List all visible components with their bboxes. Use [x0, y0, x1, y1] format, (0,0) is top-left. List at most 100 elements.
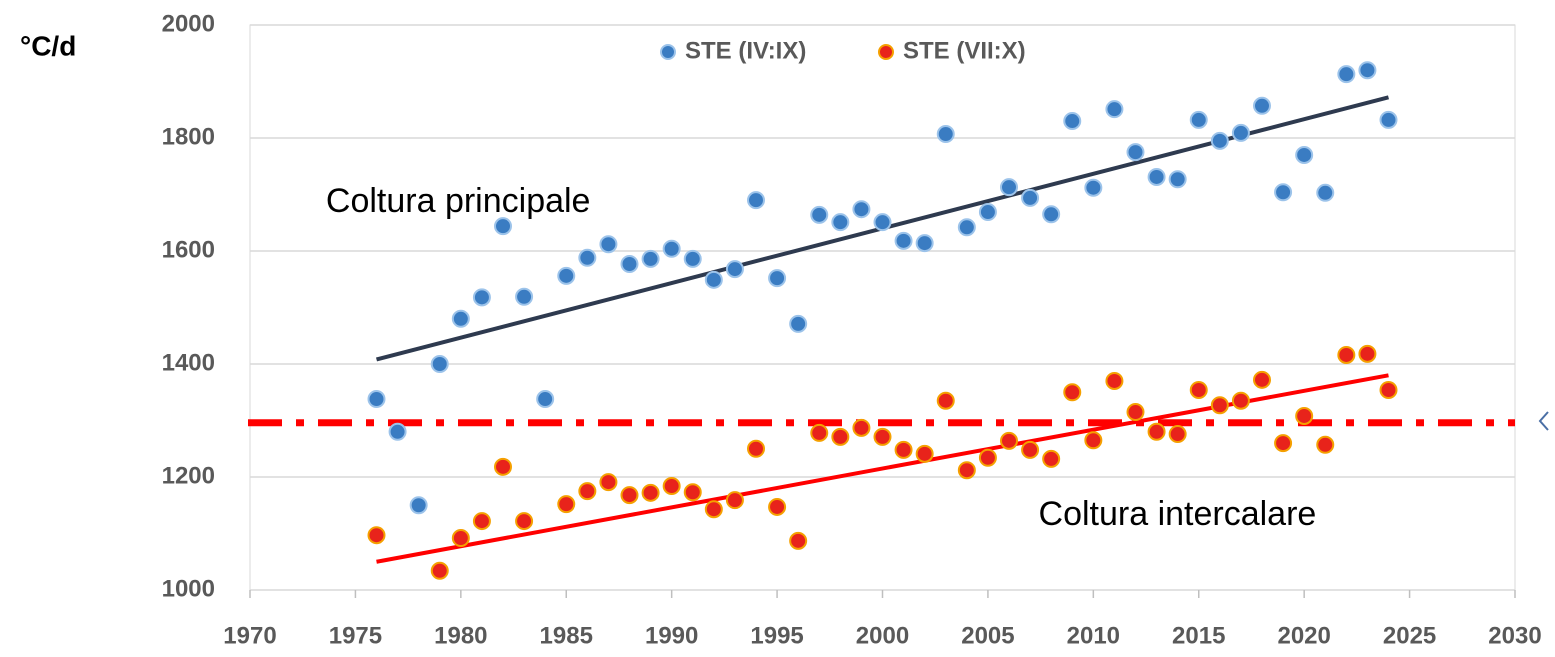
point	[620, 254, 639, 273]
point	[1231, 391, 1250, 410]
point	[662, 239, 681, 258]
arrow-icon	[1538, 411, 1549, 431]
point	[1105, 371, 1124, 390]
point	[472, 512, 491, 531]
point	[641, 483, 660, 502]
x-tick-label: 1980	[434, 622, 487, 649]
point	[894, 231, 913, 250]
y-tick-label: 1400	[162, 349, 215, 376]
point	[683, 249, 702, 268]
point	[978, 448, 997, 467]
point	[1379, 380, 1398, 399]
point	[1253, 96, 1271, 115]
y-tick-label: 1600	[162, 236, 215, 263]
point	[1274, 183, 1293, 202]
point	[1063, 112, 1082, 131]
point	[1063, 383, 1082, 402]
point	[1295, 145, 1314, 164]
point	[451, 529, 470, 548]
y-tick-label: 1800	[162, 123, 215, 150]
point	[557, 495, 576, 514]
point	[873, 427, 892, 446]
point	[1316, 183, 1335, 202]
y-tick-label: 1000	[162, 575, 215, 602]
x-tick-label: 1975	[329, 622, 382, 649]
x-tick-label: 2010	[1067, 622, 1120, 649]
point	[367, 390, 386, 409]
legend-label: STE (IV:IX)	[685, 37, 806, 64]
legend-marker	[878, 44, 894, 60]
x-tick-label: 1985	[540, 622, 593, 649]
point	[747, 439, 765, 458]
point	[915, 234, 934, 253]
legend-marker	[660, 44, 676, 60]
x-tick-label: 1995	[750, 622, 803, 649]
point	[1105, 100, 1124, 119]
point	[1274, 434, 1293, 453]
point	[1147, 422, 1166, 441]
point	[494, 217, 512, 236]
point	[451, 309, 470, 328]
x-tick-label: 2000	[856, 622, 909, 649]
x-tick-label: 1990	[645, 622, 698, 649]
point	[683, 483, 702, 502]
x-tick-label: 2015	[1172, 622, 1225, 649]
point	[1000, 178, 1018, 197]
point	[852, 200, 871, 219]
point	[578, 482, 597, 501]
x-tick-label: 2025	[1383, 622, 1436, 649]
point	[1358, 344, 1377, 363]
point	[1147, 167, 1166, 186]
point	[494, 457, 512, 476]
y-axis-label: °C/d	[20, 30, 76, 61]
point	[831, 213, 850, 232]
point	[620, 486, 639, 505]
point	[936, 125, 955, 144]
point	[704, 270, 723, 289]
point	[873, 213, 892, 232]
point	[662, 477, 681, 496]
point	[725, 491, 744, 510]
point	[1084, 431, 1103, 450]
point	[810, 205, 829, 224]
point	[1126, 143, 1145, 162]
x-tick-label: 2030	[1488, 622, 1541, 649]
y-tick-label: 2000	[162, 10, 215, 37]
point	[472, 288, 491, 307]
point	[515, 512, 534, 531]
point	[557, 266, 576, 285]
x-tick-label: 2005	[961, 622, 1014, 649]
x-tick-label: 1970	[223, 622, 276, 649]
point	[1168, 170, 1187, 189]
point	[978, 203, 997, 222]
point	[1379, 110, 1398, 129]
point	[1084, 178, 1103, 197]
point	[367, 526, 386, 545]
point	[936, 391, 955, 410]
point	[894, 440, 913, 459]
point	[789, 531, 808, 550]
point	[1021, 188, 1040, 207]
point	[704, 500, 723, 519]
point	[1042, 205, 1061, 224]
point	[1337, 65, 1356, 84]
point	[768, 269, 787, 288]
point	[515, 287, 534, 306]
point	[789, 314, 808, 333]
point	[1042, 449, 1061, 468]
x-tick-label: 2020	[1277, 622, 1330, 649]
point	[852, 418, 871, 437]
point	[1316, 435, 1335, 454]
y-tick-label: 1200	[162, 462, 215, 489]
point	[810, 423, 829, 442]
point	[1126, 403, 1145, 422]
point	[768, 497, 787, 516]
point	[578, 248, 597, 267]
point	[1189, 110, 1208, 129]
point	[747, 191, 765, 210]
point	[409, 496, 428, 515]
plot-area	[249, 24, 1516, 591]
point	[599, 473, 618, 492]
point	[1295, 406, 1314, 425]
point	[725, 260, 744, 279]
